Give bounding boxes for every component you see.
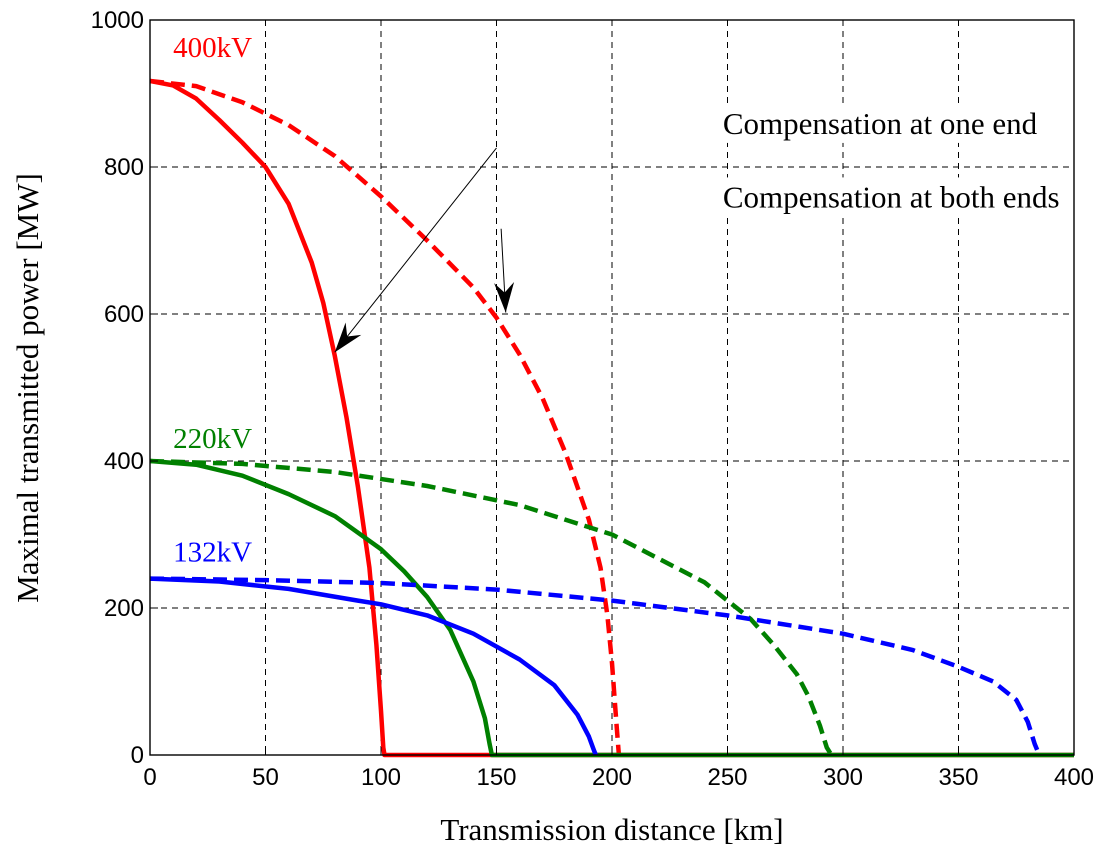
series-label-l400: 400kV — [173, 32, 252, 64]
y-tick-label: 800 — [104, 154, 144, 181]
x-tick-label: 150 — [476, 764, 516, 791]
x-tick-label: 300 — [823, 764, 863, 791]
series-label-l220: 220kV — [173, 423, 252, 455]
series-line-400kV-one-end — [150, 78, 1074, 758]
y-tick-label: 600 — [104, 301, 144, 328]
series-line-132kV-one-end — [150, 576, 598, 756]
annotations: Compensation at one end Compensation at b… — [334, 103, 1066, 353]
y-axis-title: Maximal transmitted power [MW] — [10, 173, 45, 603]
x-tick-label: 0 — [143, 764, 156, 791]
series-label-l132: 132kV — [173, 537, 252, 569]
tick-labels: 0 50 100 150 200 250 300 350 400 0 200 400 600 800 100… — [91, 7, 1094, 791]
x-axis-title: Transmission distance [km] — [440, 812, 783, 847]
x-tick-label: 200 — [592, 764, 632, 791]
series-labels: 400kV 220kV 132kV — [173, 32, 252, 569]
x-tick-label: 50 — [252, 764, 279, 791]
series-line-400kV-both-ends — [150, 78, 622, 756]
annotation-text-both-ends: Compensation at both ends — [723, 179, 1060, 214]
annotation-text-one-end: Compensation at one end — [723, 106, 1038, 141]
annotation-arrowhead-both-ends — [494, 282, 515, 313]
annotation-arrow-line-one-end — [334, 147, 497, 353]
annotation-arrowhead-one-end — [334, 322, 362, 353]
x-tick-label: 400 — [1054, 764, 1094, 791]
annotation-text-bg — [716, 177, 1066, 217]
x-tick-label: 100 — [361, 764, 401, 791]
series-line-220kV-both-ends — [150, 458, 834, 757]
y-tick-label: 200 — [104, 595, 144, 622]
grid — [150, 20, 1074, 755]
series-line-132kV-both-ends — [150, 576, 1042, 756]
y-tick-label: 1000 — [91, 7, 144, 34]
x-tick-label: 350 — [938, 764, 978, 791]
x-tick-label: 250 — [707, 764, 747, 791]
y-tick-label: 400 — [104, 448, 144, 475]
annotation-text-bg — [716, 103, 1044, 143]
y-tick-label: 0 — [131, 742, 144, 769]
series-group — [150, 78, 1074, 758]
